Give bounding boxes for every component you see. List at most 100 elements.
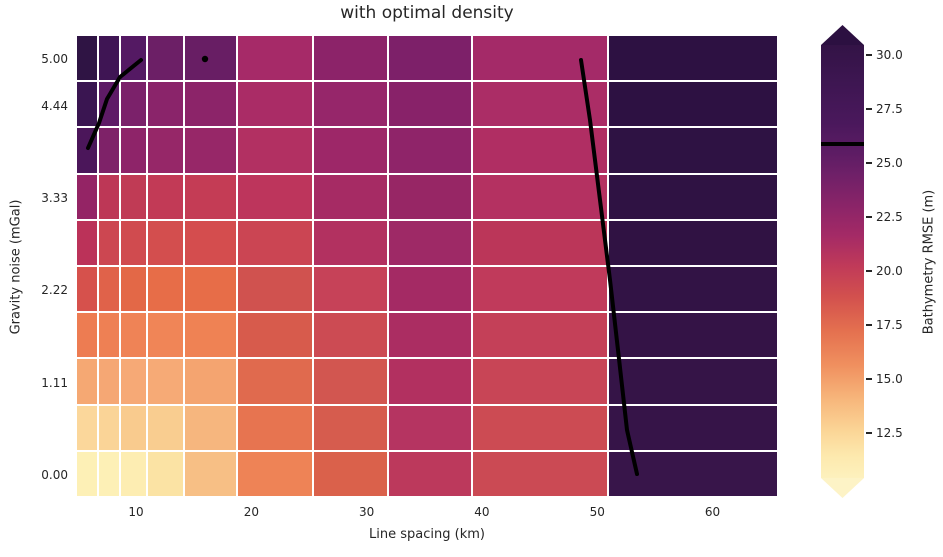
x-tick-label-50: 50	[589, 505, 605, 519]
heatmap-cell-r2-c9	[609, 128, 777, 173]
heatmap-cell-r7-c3	[148, 359, 183, 404]
heatmap-cell-r9-c6	[314, 451, 387, 496]
heatmap-cell-r2-c8	[473, 128, 607, 173]
heatmap-cell-r0-c4	[185, 36, 236, 81]
colorbar-tick-mark-25.0	[866, 162, 872, 164]
colorbar-tick-label-30.0: 30.0	[876, 48, 903, 62]
heatmap-cell-r5-c2	[121, 266, 146, 312]
x-tick-label-20: 20	[243, 505, 259, 519]
heatmap-cell-r1-c5	[238, 82, 312, 127]
colorbar-tick-label-12.5: 12.5	[876, 426, 903, 440]
heatmap-cell-r7-c7	[389, 359, 471, 404]
heatmap-cell-r1-c9	[609, 82, 777, 127]
heatmap-cell-r9-c1	[99, 451, 119, 496]
heatmap-cell-r3-c8	[473, 174, 607, 219]
heatmap-cell-r8-c6	[314, 405, 387, 450]
heatmap-cell-r2-c7	[389, 128, 471, 173]
heatmap-cell-r2-c6	[314, 128, 387, 173]
heatmap-cell-r8-c2	[121, 405, 146, 450]
colorbar-threshold-line	[821, 141, 864, 146]
colorbar-gradient	[821, 45, 864, 478]
heatmap-cell-r6-c5	[238, 313, 312, 358]
colorbar-arrow-up	[821, 25, 864, 45]
heatmap-cell-r9-c7	[389, 451, 471, 496]
heatmap-cell-r9-c2	[121, 451, 146, 496]
heatmap-cell-r8-c7	[389, 405, 471, 450]
heatmap-cell-r7-c1	[99, 359, 119, 404]
heatmap-cell-r9-c4	[185, 451, 236, 496]
x-tick-label-40: 40	[474, 505, 490, 519]
colorbar-tick-mark-15.0	[866, 378, 872, 380]
heatmap-cell-r4-c3	[148, 220, 183, 265]
heatmap-cell-r5-c8	[473, 266, 607, 312]
y-tick-label-4.44: 4.44	[41, 98, 68, 113]
colorbar-tick-mark-27.5	[866, 108, 872, 110]
plot-area	[77, 36, 777, 498]
heatmap-cell-r5-c5	[238, 266, 312, 312]
heatmap-cell-r3-c5	[238, 174, 312, 219]
heatmap-cell-r6-c0	[77, 313, 97, 358]
heatmap-cell-r7-c8	[473, 359, 607, 404]
heatmap-cell-r5-c0	[77, 266, 97, 312]
colorbar-tick-label-27.5: 27.5	[876, 102, 903, 116]
heatmap-cell-r0-c7	[389, 36, 471, 81]
heatmap-cell-r0-c3	[148, 36, 183, 81]
heatmap-cell-r3-c7	[389, 174, 471, 219]
heatmap-cell-r7-c2	[121, 359, 146, 404]
heatmap-cell-r8-c9	[609, 405, 777, 450]
heatmap-cell-r7-c0	[77, 359, 97, 404]
heatmap-cell-r3-c0	[77, 174, 97, 219]
heatmap-cell-r2-c4	[185, 128, 236, 173]
heatmap-cell-r1-c2	[121, 82, 146, 127]
heatmap-cell-r5-c7	[389, 266, 471, 312]
heatmap-cell-r9-c3	[148, 451, 183, 496]
colorbar-arrow-down	[821, 478, 864, 498]
heatmap-cell-r6-c2	[121, 313, 146, 358]
y-tick-label-3.33: 3.33	[41, 190, 68, 205]
heatmap-cell-r0-c9	[609, 36, 777, 81]
colorbar-tick-mark-12.5	[866, 432, 872, 434]
y-tick-label-5.00: 5.00	[41, 52, 68, 67]
heatmap-cell-r4-c9	[609, 220, 777, 265]
heatmap-cell-r1-c1	[99, 82, 119, 127]
heatmap-cell-r6-c9	[609, 313, 777, 358]
heatmap-cell-r4-c8	[473, 220, 607, 265]
heatmap-cell-r3-c9	[609, 174, 777, 219]
y-tick-label-2.22: 2.22	[41, 283, 68, 298]
heatmap-cell-r8-c4	[185, 405, 236, 450]
heatmap-cell-r0-c5	[238, 36, 312, 81]
heatmap-cell-r5-c6	[314, 266, 387, 312]
heatmap-cell-r6-c6	[314, 313, 387, 358]
heatmap-cell-r6-c1	[99, 313, 119, 358]
colorbar-label: Bathymetry RMSE (m)	[921, 189, 937, 335]
heatmap-cell-r1-c8	[473, 82, 607, 127]
colorbar-tick-label-17.5: 17.5	[876, 318, 903, 332]
heatmap-cell-r9-c0	[77, 451, 97, 496]
heatmap-cell-r8-c1	[99, 405, 119, 450]
heatmap-grid	[77, 36, 777, 498]
y-tick-label-0.00: 0.00	[41, 467, 68, 482]
heatmap-cell-r7-c6	[314, 359, 387, 404]
colorbar-tick-label-22.5: 22.5	[876, 210, 903, 224]
heatmap-cell-r8-c3	[148, 405, 183, 450]
heatmap-cell-r8-c5	[238, 405, 312, 450]
heatmap-cell-r1-c0	[77, 82, 97, 127]
heatmap-cell-r3-c3	[148, 174, 183, 219]
chart-title: with optimal density	[340, 3, 514, 23]
heatmap-cell-r6-c3	[148, 313, 183, 358]
x-tick-label-60: 60	[704, 505, 721, 519]
colorbar-tick-label-25.0: 25.0	[876, 156, 903, 170]
heatmap-cell-r6-c4	[185, 313, 236, 358]
heatmap-cell-r4-c1	[99, 220, 119, 265]
heatmap-cell-r4-c2	[121, 220, 146, 265]
heatmap-cell-r1-c3	[148, 82, 183, 127]
heatmap-cell-r0-c2	[121, 36, 146, 81]
colorbar-tick-mark-30.0	[866, 54, 872, 56]
heatmap-cell-r5-c3	[148, 266, 183, 312]
heatmap-cell-r2-c2	[121, 128, 146, 173]
colorbar-tick-mark-22.5	[866, 216, 872, 218]
heatmap-cell-r8-c0	[77, 405, 97, 450]
heatmap-cell-r6-c8	[473, 313, 607, 358]
heatmap-cell-r7-c5	[238, 359, 312, 404]
